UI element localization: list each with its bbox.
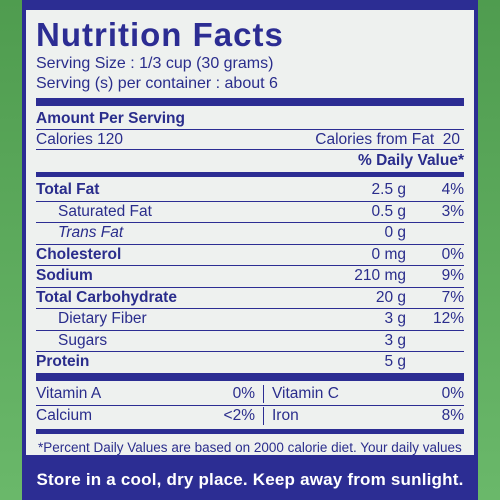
vitamin-name: Iron xyxy=(272,407,299,424)
nutrient-name: Total Fat xyxy=(36,180,100,198)
label-title: Nutrition Facts xyxy=(36,16,284,53)
serving-size: Serving Size : 1/3 cup (30 grams) xyxy=(36,55,274,72)
nutrient-amount: 0.5 g xyxy=(371,202,406,220)
divider-thick xyxy=(36,372,464,381)
nutrient-name: Trans Fat xyxy=(58,224,124,242)
vitamin-value: <2% xyxy=(166,407,264,425)
nutrient-name: Dietary Fiber xyxy=(58,310,147,328)
vitamin-name: Vitamin A xyxy=(36,384,102,402)
nutrient-amount: 0 mg xyxy=(371,245,406,263)
daily-value-header: % Daily Value* xyxy=(36,149,464,171)
nutrition-label: Nutrition Facts Serving Size : 1/3 cup (… xyxy=(22,0,478,471)
nutrient-row-protein: Protein 5 g xyxy=(36,351,464,373)
calories-label: Calories 120 xyxy=(36,130,124,148)
package-edge-right xyxy=(478,0,500,500)
vitamin-value: 0% xyxy=(441,384,464,402)
vitamin-name: Vitamin C xyxy=(272,384,339,402)
amount-per-serving: Amount Per Serving xyxy=(36,110,185,127)
divider-thick xyxy=(36,98,464,106)
nutrient-row-dietary-fiber: Dietary Fiber 3 g 12% xyxy=(36,308,464,330)
vitamin-name: Calcium xyxy=(36,407,92,424)
nutrient-amount: 5 g xyxy=(384,353,406,371)
nutrient-name: Protein xyxy=(36,353,90,371)
nutrient-dv: 4% xyxy=(441,180,464,198)
vitamin-row: Vitamin A 0% Vitamin C 0% xyxy=(36,383,464,405)
vitamin-row: Calcium <2% Iron 8% xyxy=(36,404,464,427)
storage-instructions: Store in a cool, dry place. Keep away fr… xyxy=(22,459,478,500)
nutrient-name: Total Carbohydrate xyxy=(36,288,177,306)
calories-row: Calories 120 Calories from Fat 20 xyxy=(36,129,464,149)
daily-value-header-text: % Daily Value* xyxy=(358,151,464,169)
vitamin-value: 8% xyxy=(441,407,464,424)
package-edge-left xyxy=(0,0,22,500)
nutrient-row-total-fat: Total Fat 2.5 g 4% xyxy=(36,179,464,201)
vitamin-value: 0% xyxy=(166,384,264,403)
servings-per-container: Serving (s) per container : about 6 xyxy=(36,75,278,92)
nutrient-row-cholesterol: Cholesterol 0 mg 0% xyxy=(36,243,464,266)
nutrient-row-saturated-fat: Saturated Fat 0.5 g 3% xyxy=(36,200,464,223)
nutrient-row-trans-fat: Trans Fat 0 g xyxy=(36,222,464,244)
divider-medium xyxy=(36,172,464,177)
nutrient-dv: 9% xyxy=(441,267,464,285)
divider-medium xyxy=(36,428,464,434)
nutrient-name: Saturated Fat xyxy=(58,202,152,220)
nutrient-row-total-carbohydrate: Total Carbohydrate 20 g 7% xyxy=(36,286,464,309)
nutrient-amount: 3 g xyxy=(384,331,406,349)
nutrient-dv: 7% xyxy=(441,288,464,306)
nutrient-amount: 210 mg xyxy=(354,267,406,285)
nutrient-amount: 2.5 g xyxy=(371,180,406,198)
nutrient-amount: 0 g xyxy=(384,224,406,242)
nutrient-name: Cholesterol xyxy=(36,245,122,263)
nutrient-name: Sugars xyxy=(58,331,108,349)
nutrient-dv: 0% xyxy=(441,245,464,263)
nutrient-row-sugars: Sugars 3 g xyxy=(36,329,464,352)
nutrient-dv: 12% xyxy=(432,310,464,328)
nutrient-amount: 3 g xyxy=(384,310,406,328)
calories-from-fat: Calories from Fat 20 xyxy=(315,130,460,148)
nutrient-amount: 20 g xyxy=(375,288,406,306)
nutrient-dv: 3% xyxy=(441,202,464,220)
nutrient-row-sodium: Sodium 210 mg 9% xyxy=(36,265,464,287)
nutrient-name: Sodium xyxy=(36,267,93,285)
